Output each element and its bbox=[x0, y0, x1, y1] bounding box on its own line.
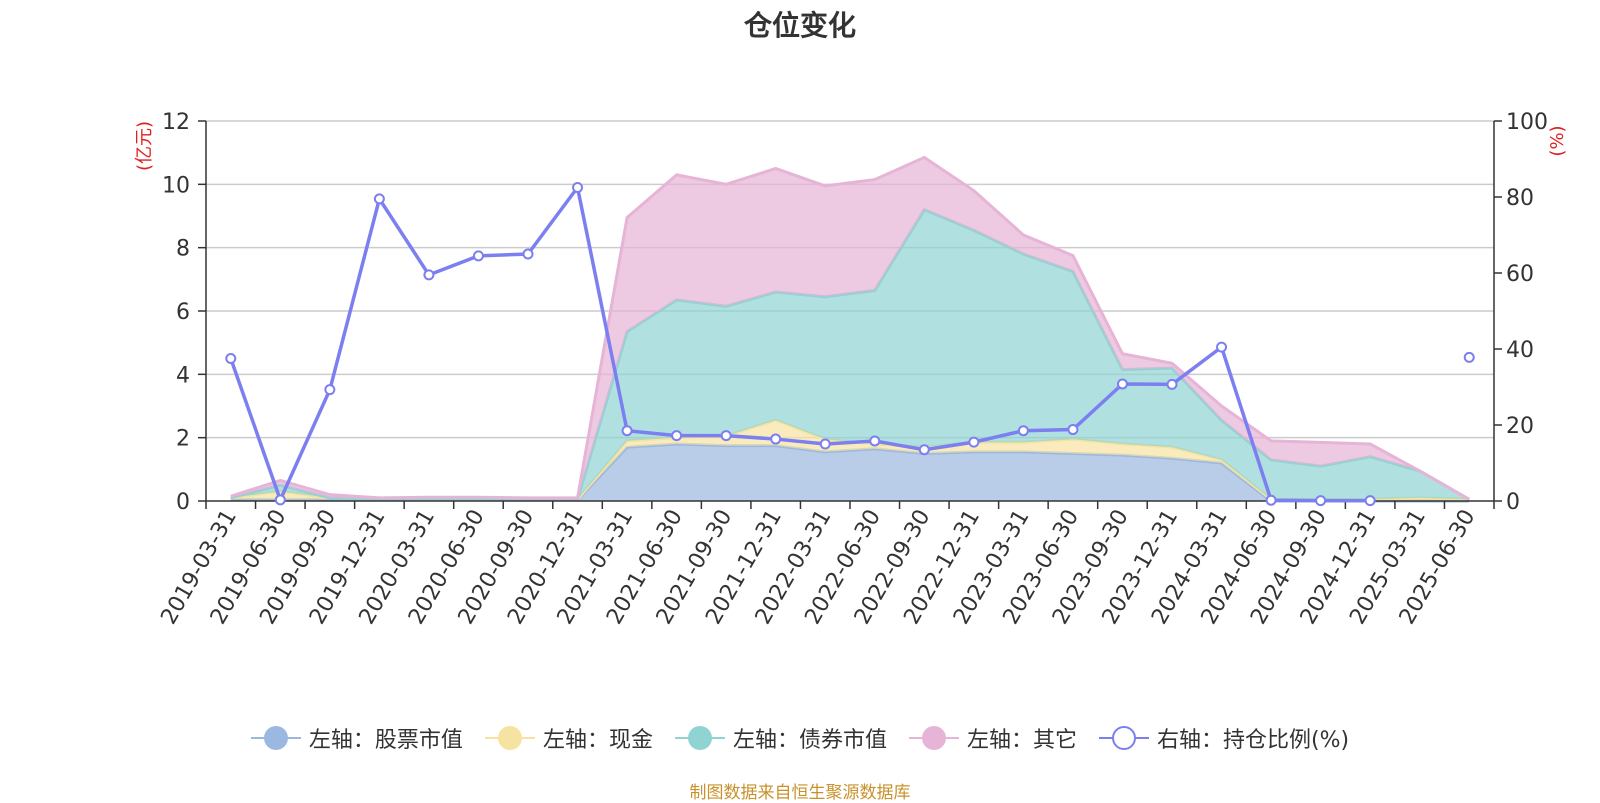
ratio-point bbox=[423, 269, 435, 281]
ratio-point bbox=[621, 425, 633, 437]
ratio-point bbox=[1166, 378, 1178, 390]
ratio-point bbox=[869, 435, 881, 447]
ratio-point bbox=[1017, 425, 1029, 437]
left-tick-label: 6 bbox=[176, 300, 190, 325]
ratio-line bbox=[229, 183, 1371, 505]
ratio-point bbox=[1364, 495, 1376, 507]
legend-item[interactable]: 左轴：其它 bbox=[908, 722, 1077, 754]
right-tick-label: 80 bbox=[1506, 186, 1534, 211]
legend-label: 左轴：其它 bbox=[966, 728, 1077, 753]
legend-label: 左轴：债券市值 bbox=[732, 728, 887, 753]
left-tick-label: 2 bbox=[176, 427, 190, 452]
legend-label: 左轴：现金 bbox=[542, 728, 653, 753]
ratio-point bbox=[472, 250, 484, 262]
right-tick-label: 100 bbox=[1506, 110, 1548, 135]
ratio-point bbox=[1315, 495, 1327, 507]
ratio-point bbox=[373, 193, 385, 205]
left-tick-label: 4 bbox=[176, 363, 190, 388]
ratio-point bbox=[671, 430, 683, 442]
right-axis-label: (%) bbox=[1547, 125, 1568, 156]
legend-item[interactable]: 右轴：持仓比例(%) bbox=[1098, 722, 1350, 754]
chart-title: 仓位变化 bbox=[743, 9, 856, 42]
right-tick-label: 0 bbox=[1506, 490, 1520, 515]
right-tick-label: 60 bbox=[1506, 262, 1534, 287]
ratio-point bbox=[720, 430, 732, 442]
ratio-point bbox=[1265, 494, 1277, 506]
area-3 bbox=[230, 157, 1470, 500]
legend-item[interactable]: 左轴：现金 bbox=[484, 722, 653, 754]
ratio-point bbox=[819, 438, 831, 450]
area-line-3 bbox=[230, 155, 1470, 501]
ratio-point bbox=[770, 433, 782, 445]
ratio-point bbox=[968, 436, 980, 448]
right-tick-label: 40 bbox=[1506, 338, 1534, 363]
left-tick-label: 10 bbox=[162, 173, 190, 198]
left-tick-label: 8 bbox=[176, 237, 190, 262]
area-2 bbox=[230, 209, 1470, 500]
legend-item[interactable]: 左轴：债券市值 bbox=[674, 722, 887, 754]
left-tick-label: 0 bbox=[176, 490, 190, 515]
legend-item[interactable]: 左轴：股票市值 bbox=[250, 722, 463, 754]
legend-swatch-icon bbox=[1098, 724, 1149, 752]
legend-swatch-icon bbox=[250, 724, 301, 752]
legend-swatch-icon bbox=[484, 724, 535, 752]
ratio-point bbox=[522, 248, 534, 260]
ratio-point bbox=[1463, 351, 1475, 363]
ratio-point bbox=[324, 384, 336, 396]
ratio-point bbox=[1067, 424, 1079, 436]
data-source-footer: 制图数据来自恒生聚源数据库 bbox=[689, 783, 911, 803]
ratio-point bbox=[918, 444, 930, 456]
ratio-point bbox=[572, 182, 584, 193]
legend-swatch-icon bbox=[908, 724, 959, 752]
ratio-point bbox=[1116, 378, 1128, 390]
legend-label: 右轴：持仓比例(%) bbox=[1156, 728, 1350, 753]
legend: 左轴：股票市值 左轴：现金 左轴：债券市值 左轴：其它 右轴：持仓比例(%) bbox=[0, 722, 1600, 754]
right-tick-label: 20 bbox=[1506, 414, 1534, 439]
left-tick-label: 12 bbox=[162, 110, 190, 135]
ratio-point bbox=[274, 494, 286, 506]
left-axis-label: (亿元) bbox=[134, 121, 155, 171]
legend-swatch-icon bbox=[674, 724, 725, 752]
ratio-point bbox=[225, 353, 237, 364]
legend-label: 左轴：股票市值 bbox=[308, 728, 463, 753]
ratio-point bbox=[1216, 341, 1228, 353]
